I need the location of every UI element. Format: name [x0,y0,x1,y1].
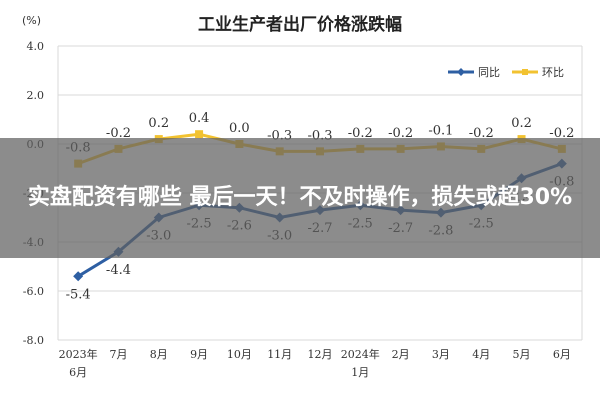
data-label: -0.2 [348,126,373,141]
data-label: 0.4 [189,111,210,126]
data-point [73,271,84,282]
y-axis-unit: (%) [22,14,41,27]
promo-banner[interactable]: 实盘配资有哪些 最后一天！不及时操作，损失或超30% [0,138,600,258]
x-tick-label: 12月 [308,348,333,361]
data-label: -0.2 [388,126,413,141]
legend-label: 环比 [542,66,564,79]
legend-label: 同比 [478,66,500,79]
legend-marker [522,69,528,75]
data-label: -0.2 [106,126,131,141]
x-tick-label: 4月 [472,348,490,361]
y-tick-label: -6.0 [23,285,44,298]
x-tick-label: 10月 [227,348,252,361]
data-label: -0.2 [549,126,574,141]
x-tick-label: 11月 [267,348,292,361]
x-tick-label: 2月 [392,348,410,361]
data-point [195,130,204,139]
x-tick-label: 2023年 6月 [59,347,98,379]
x-tick-label: 2024年 1月 [341,347,380,379]
y-tick-label: 4.0 [27,40,45,53]
promo-headline: 实盘配资有哪些 最后一天！不及时操作，损失或超30% [27,185,573,210]
y-tick-label: -8.0 [23,334,44,347]
x-tick-label: 6月 [553,348,571,361]
data-label: -5.4 [66,287,91,302]
x-tick-label: 7月 [109,348,127,361]
x-tick-label: 5月 [513,348,531,361]
data-label: -0.2 [469,126,494,141]
data-label: -0.1 [428,123,453,138]
x-axis-ticks: 2023年 6月 7月 8月 9月 10月 11月 12月 2024年 1月 2月 3月 4月 5月 6月 [59,347,571,379]
data-label: 0.2 [148,116,169,131]
x-tick-label: 3月 [432,348,450,361]
data-label: 0.2 [511,116,532,131]
data-label: 0.0 [229,121,250,136]
legend: 同比 环比 [448,66,564,79]
legend-marker [457,68,465,76]
y-tick-label: 2.0 [27,89,45,102]
x-tick-label: 9月 [190,348,208,361]
chart-title: 工业生产者出厂价格涨跌幅 [198,14,402,35]
data-label: -4.4 [106,263,131,278]
x-tick-label: 8月 [150,348,168,361]
